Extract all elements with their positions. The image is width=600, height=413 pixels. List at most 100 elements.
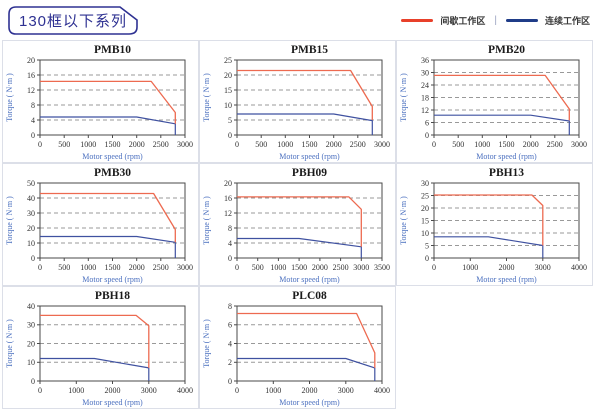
y-tick-label: 30 bbox=[27, 321, 35, 330]
continuous-line-swatch bbox=[505, 18, 538, 22]
x-tick-label: 2000 bbox=[499, 263, 515, 272]
x-axis-label: Motor speed (rpm) bbox=[82, 398, 143, 407]
y-tick-label: 0 bbox=[228, 131, 232, 140]
chart-panel-pmb15: 0 5 10 15 20 25 0 500 1000 1500 2000 2500 3000 PMB15 M… bbox=[199, 40, 396, 163]
intermittent-zone-line bbox=[40, 192, 176, 243]
x-tick-label: 2500 bbox=[153, 140, 169, 149]
y-tick-label: 10 bbox=[224, 101, 232, 110]
y-tick-label: 16 bbox=[27, 71, 35, 80]
x-tick-label: 0 bbox=[38, 140, 42, 149]
chart-panel-pmb20: 0 6 12 18 24 30 36 0 500 1000 1500 2000 2500 3000 PMB2… bbox=[396, 40, 593, 163]
x-tick-label: 1000 bbox=[265, 386, 281, 395]
y-tick-label: 12 bbox=[421, 106, 429, 115]
y-tick-label: 4 bbox=[31, 116, 35, 125]
intermittent-line-swatch bbox=[401, 18, 434, 22]
continuous-zone-line bbox=[434, 236, 544, 258]
y-tick-label: 0 bbox=[31, 377, 35, 386]
x-tick-label: 3000 bbox=[353, 263, 369, 272]
x-tick-label: 3500 bbox=[374, 263, 390, 272]
y-tick-label: 8 bbox=[228, 302, 232, 311]
intermittent-zone-line bbox=[434, 74, 570, 121]
x-tick-label: 1000 bbox=[277, 140, 293, 149]
chart-title: PBH09 bbox=[292, 167, 327, 179]
x-axis-label: Motor speed (rpm) bbox=[279, 398, 340, 407]
x-tick-label: 3000 bbox=[338, 386, 354, 395]
y-tick-label: 4 bbox=[228, 339, 232, 348]
y-axis-label: Torque ( N·m ) bbox=[399, 73, 408, 122]
y-tick-label: 20 bbox=[224, 179, 232, 188]
x-tick-label: 2000 bbox=[105, 386, 121, 395]
chart-title: PMB30 bbox=[94, 167, 131, 179]
plot-frame bbox=[236, 59, 383, 136]
x-tick-label: 2000 bbox=[326, 140, 342, 149]
x-tick-label: 2500 bbox=[153, 263, 169, 272]
x-tick-label: 1500 bbox=[291, 263, 307, 272]
x-tick-label: 1000 bbox=[80, 140, 96, 149]
x-tick-label: 3000 bbox=[141, 386, 157, 395]
x-tick-label: 1500 bbox=[499, 140, 515, 149]
legend: 间歇工作区 | 连续工作区 bbox=[401, 14, 590, 27]
y-tick-label: 40 bbox=[27, 194, 35, 203]
x-tick-label: 2000 bbox=[523, 140, 539, 149]
continuous-zone-line bbox=[40, 357, 150, 381]
y-tick-label: 10 bbox=[27, 358, 35, 367]
x-tick-label: 500 bbox=[255, 140, 267, 149]
x-tick-label: 2500 bbox=[350, 140, 366, 149]
continuous-zone-line bbox=[237, 113, 373, 135]
x-tick-label: 1000 bbox=[462, 263, 478, 272]
x-tick-label: 2000 bbox=[129, 263, 145, 272]
chart-title: PBH13 bbox=[489, 167, 524, 179]
x-axis-label: Motor speed (rpm) bbox=[82, 275, 143, 284]
y-tick-label: 18 bbox=[421, 93, 429, 102]
intermittent-zone-line bbox=[40, 80, 176, 124]
y-axis-label: Torque ( N·m ) bbox=[202, 196, 211, 245]
y-axis-label: Torque ( N·m ) bbox=[5, 73, 14, 122]
y-tick-label: 10 bbox=[421, 229, 429, 238]
x-axis-label: Motor speed (rpm) bbox=[82, 152, 143, 161]
x-tick-label: 500 bbox=[58, 263, 70, 272]
continuous-zone-line bbox=[40, 235, 176, 258]
y-tick-label: 36 bbox=[421, 56, 429, 65]
legend-separator: | bbox=[494, 14, 497, 26]
chart-title: PBH18 bbox=[95, 290, 130, 302]
series-title-box: 130框以下系列 bbox=[8, 5, 138, 35]
intermittent-zone-line bbox=[40, 314, 150, 368]
x-tick-label: 0 bbox=[235, 263, 239, 272]
chart-panel-pmb30: 0 10 20 30 40 50 0 500 1000 1500 2000 2500 3000 PMB30… bbox=[2, 163, 199, 286]
y-tick-label: 25 bbox=[421, 191, 429, 200]
top-bar: 130框以下系列 间歇工作区 | 连续工作区 bbox=[0, 0, 600, 40]
y-tick-label: 20 bbox=[224, 71, 232, 80]
legend-label-continuous: 连续工作区 bbox=[544, 15, 590, 26]
y-tick-label: 6 bbox=[228, 321, 232, 330]
continuous-zone-line bbox=[434, 114, 570, 135]
y-tick-label: 15 bbox=[421, 216, 429, 225]
y-axis-label: Torque ( N·m ) bbox=[5, 319, 14, 368]
y-tick-label: 0 bbox=[228, 254, 232, 263]
plot-frame bbox=[236, 182, 383, 259]
x-tick-label: 1500 bbox=[302, 140, 318, 149]
x-tick-label: 1000 bbox=[270, 263, 286, 272]
plot-frame bbox=[39, 182, 186, 259]
intermittent-zone-line bbox=[434, 194, 544, 246]
x-tick-label: 2500 bbox=[333, 263, 349, 272]
x-tick-label: 500 bbox=[58, 140, 70, 149]
x-tick-label: 1000 bbox=[68, 386, 84, 395]
y-tick-label: 16 bbox=[224, 194, 232, 203]
y-tick-label: 0 bbox=[228, 377, 232, 386]
x-tick-label: 0 bbox=[38, 263, 42, 272]
chart-canvas: 0 2 4 6 8 0 1000 2000 3000 4000 PLC08 Motor speed (… bbox=[202, 290, 390, 407]
x-tick-label: 1500 bbox=[105, 263, 121, 272]
y-tick-label: 6 bbox=[425, 118, 429, 127]
x-tick-label: 3000 bbox=[374, 140, 390, 149]
chart-panel-pbh18: 0 10 20 30 40 0 1000 2000 3000 4000 PBH18 Motor spe… bbox=[2, 286, 199, 409]
charts-grid: 0 4 8 12 16 20 0 500 1000 1500 2000 2500 3000 PMB10 Mo… bbox=[2, 40, 593, 409]
chart-title: PMB20 bbox=[488, 44, 525, 56]
chart-canvas: 0 10 20 30 40 0 1000 2000 3000 4000 PBH18 Motor spe… bbox=[5, 290, 193, 407]
y-tick-label: 5 bbox=[228, 116, 232, 125]
y-tick-label: 40 bbox=[27, 302, 35, 311]
y-tick-label: 15 bbox=[224, 86, 232, 95]
y-axis-label: Torque ( N·m ) bbox=[5, 196, 14, 245]
y-tick-label: 0 bbox=[425, 131, 429, 140]
y-tick-label: 30 bbox=[421, 68, 429, 77]
x-tick-label: 2000 bbox=[312, 263, 328, 272]
